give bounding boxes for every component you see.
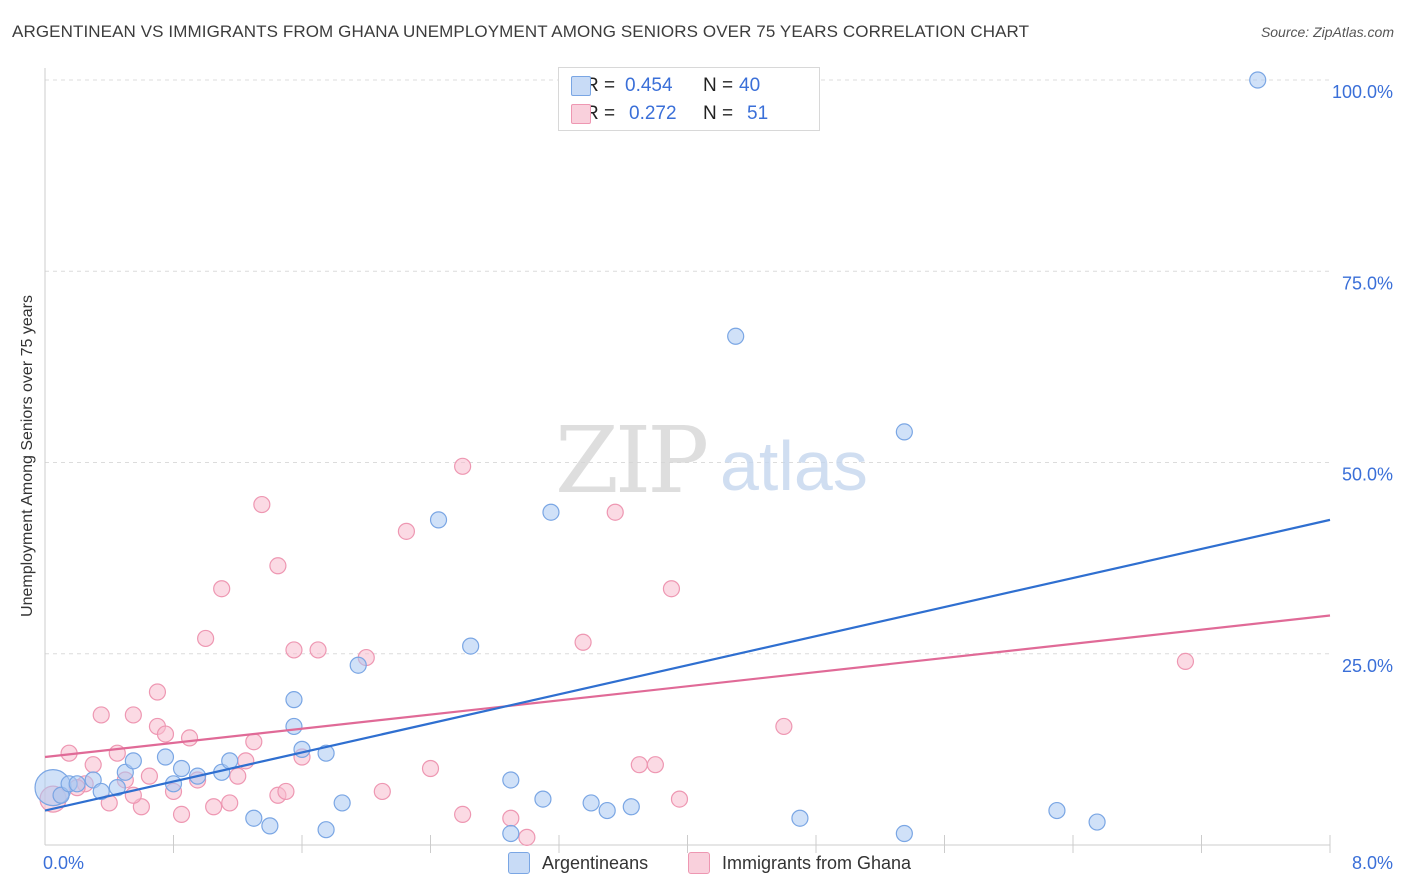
series-legend-ghana[interactable]: Immigrants from Ghana bbox=[688, 852, 911, 874]
argentineans-point bbox=[124, 752, 142, 770]
legend-n-value: 40 bbox=[739, 75, 761, 96]
legend-swatch-blue bbox=[571, 76, 591, 96]
legend-r-label: R = bbox=[585, 103, 616, 124]
argentineans-point bbox=[156, 748, 175, 766]
legend-row-argentineans: R = 0.454 N = 40 bbox=[571, 74, 761, 98]
argentineans-point bbox=[542, 503, 560, 521]
argentineans-swatch bbox=[508, 852, 530, 874]
ghana-label: Immigrants from Ghana bbox=[722, 852, 912, 873]
watermark-zip: ZIP bbox=[555, 407, 706, 514]
legend-row-ghana: R = 0.272 N = 51 bbox=[571, 102, 769, 126]
ghana-point bbox=[213, 580, 231, 598]
ghana-point bbox=[309, 641, 327, 659]
ghana-point bbox=[646, 756, 664, 774]
argentineans-point bbox=[261, 817, 279, 835]
argentineans-point bbox=[534, 790, 552, 808]
chart-title: ARGENTINEAN VS IMMIGRANTS FROM GHANA UNE… bbox=[12, 22, 1030, 41]
legend-n-label: N = bbox=[703, 75, 734, 96]
ghana-point bbox=[205, 798, 223, 816]
ghana-point bbox=[454, 457, 472, 475]
correlation-legend: R = 0.454 N = 40 R = 0.272 N = 51 bbox=[558, 67, 820, 131]
argentineans-point bbox=[1088, 813, 1106, 831]
ghana-point bbox=[253, 495, 271, 514]
ghana-point bbox=[148, 683, 167, 701]
argentineans-point bbox=[895, 423, 913, 441]
argentineans-point bbox=[1048, 801, 1066, 820]
ghana-point bbox=[421, 759, 440, 778]
argentineans-point bbox=[349, 656, 367, 674]
ghana-point bbox=[269, 557, 287, 575]
argentineans-point bbox=[92, 782, 110, 801]
ghana-point bbox=[373, 782, 391, 801]
y-tick-label: 25.0% bbox=[1342, 656, 1393, 676]
series-legend-argentineans[interactable]: Argentineans bbox=[508, 852, 648, 874]
ghana-point bbox=[277, 782, 295, 801]
argentineans-point bbox=[582, 794, 600, 812]
ghana-point bbox=[229, 767, 247, 785]
ghana-point bbox=[172, 805, 191, 824]
argentineans-point bbox=[727, 327, 745, 345]
legend-r-value: 0.272 bbox=[629, 103, 677, 124]
legend-swatch-pink bbox=[571, 104, 591, 124]
ghana-point bbox=[775, 717, 793, 736]
legend-n-value: 51 bbox=[747, 103, 769, 124]
argentineans-point bbox=[68, 775, 86, 793]
argentineans-point bbox=[285, 717, 303, 736]
ghana-point bbox=[518, 828, 536, 846]
argentineans-point bbox=[333, 794, 351, 812]
argentineans-point bbox=[317, 744, 335, 762]
ghana-point bbox=[180, 729, 199, 747]
legend-n-label: N = bbox=[703, 103, 734, 124]
argentineans-point bbox=[462, 637, 480, 655]
ghana-point bbox=[630, 756, 648, 774]
argentineans-point bbox=[245, 809, 263, 827]
ghana-trendline bbox=[44, 614, 1331, 759]
legend-r-label: R = bbox=[585, 75, 616, 96]
argentineans-point bbox=[285, 691, 303, 709]
argentineans-point bbox=[598, 801, 616, 820]
series-legend: Argentineans Immigrants from Ghana bbox=[0, 852, 1406, 878]
ghana-point bbox=[397, 522, 416, 540]
argentineans-point bbox=[429, 511, 448, 529]
ghana-point bbox=[245, 733, 263, 751]
legend-r-value: 0.454 bbox=[625, 75, 673, 96]
x-tick-label: 0.0% bbox=[43, 853, 84, 873]
watermark-atlas: atlas bbox=[720, 427, 868, 505]
argentineans-point bbox=[317, 821, 335, 839]
argentineans-point bbox=[791, 809, 809, 827]
argentineans-point bbox=[502, 771, 520, 789]
ghana-point bbox=[140, 767, 159, 785]
x-tick-label: 8.0% bbox=[1352, 853, 1393, 873]
argentineans-point bbox=[895, 824, 913, 843]
ghana-point bbox=[92, 706, 110, 724]
ghana-point bbox=[670, 790, 689, 808]
ghana-point bbox=[1176, 652, 1195, 671]
ghana-point bbox=[606, 503, 624, 521]
ghana-swatch bbox=[688, 852, 710, 874]
argentineans-point bbox=[293, 740, 311, 758]
argentineans-trendline bbox=[44, 518, 1331, 812]
source-label: Source: ZipAtlas.com bbox=[1260, 24, 1394, 40]
argentineans-point bbox=[1249, 71, 1267, 89]
argentineans-point bbox=[502, 824, 520, 843]
ghana-point bbox=[84, 756, 102, 774]
ghana-point bbox=[156, 725, 175, 743]
argentineans-point bbox=[172, 759, 191, 778]
y-tick-label: 100.0% bbox=[1332, 82, 1393, 102]
ghana-point bbox=[197, 629, 215, 648]
ghana-point bbox=[454, 805, 472, 824]
ghana-point bbox=[285, 641, 303, 659]
y-axis-label: Unemployment Among Seniors over 75 years bbox=[19, 295, 36, 617]
argentineans-label: Argentineans bbox=[542, 852, 649, 873]
y-tick-label: 75.0% bbox=[1342, 273, 1393, 293]
ghana-point bbox=[574, 633, 592, 651]
ghana-point bbox=[502, 809, 520, 827]
ghana-point bbox=[124, 706, 142, 724]
ghana-point bbox=[221, 794, 239, 812]
ghana-point bbox=[662, 580, 681, 598]
y-tick-label: 50.0% bbox=[1342, 465, 1393, 485]
argentineans-point bbox=[622, 798, 640, 816]
argentineans-point bbox=[108, 779, 126, 797]
